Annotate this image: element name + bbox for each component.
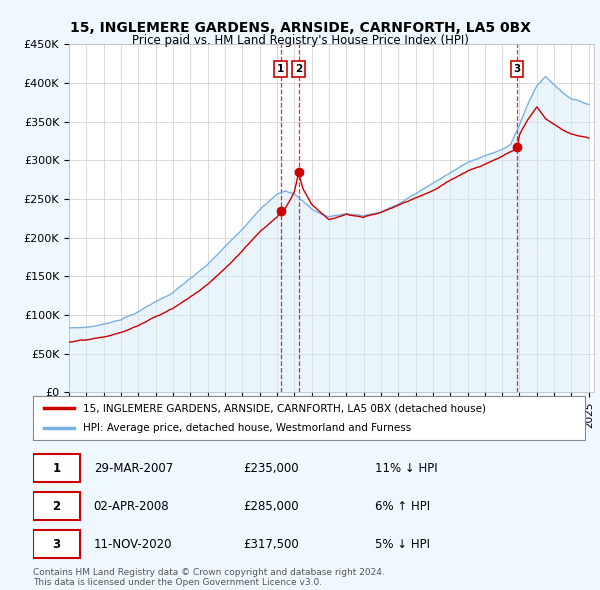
Text: 3: 3 [52, 538, 61, 551]
Text: 11% ↓ HPI: 11% ↓ HPI [375, 462, 438, 475]
FancyBboxPatch shape [33, 396, 585, 440]
Text: 02-APR-2008: 02-APR-2008 [94, 500, 169, 513]
Text: 6% ↑ HPI: 6% ↑ HPI [375, 500, 430, 513]
Text: 2: 2 [295, 64, 302, 74]
Text: 11-NOV-2020: 11-NOV-2020 [94, 538, 172, 551]
Text: £285,000: £285,000 [243, 500, 298, 513]
Text: 1: 1 [52, 462, 61, 475]
Text: 15, INGLEMERE GARDENS, ARNSIDE, CARNFORTH, LA5 0BX: 15, INGLEMERE GARDENS, ARNSIDE, CARNFORT… [70, 21, 530, 35]
Text: 3: 3 [514, 64, 521, 74]
Text: 15, INGLEMERE GARDENS, ARNSIDE, CARNFORTH, LA5 0BX (detached house): 15, INGLEMERE GARDENS, ARNSIDE, CARNFORT… [83, 403, 485, 413]
Text: Price paid vs. HM Land Registry's House Price Index (HPI): Price paid vs. HM Land Registry's House … [131, 34, 469, 47]
Text: 29-MAR-2007: 29-MAR-2007 [94, 462, 173, 475]
FancyBboxPatch shape [33, 493, 80, 520]
Text: 1: 1 [277, 64, 284, 74]
FancyBboxPatch shape [33, 454, 80, 482]
FancyBboxPatch shape [33, 530, 80, 558]
Text: Contains HM Land Registry data © Crown copyright and database right 2024.
This d: Contains HM Land Registry data © Crown c… [33, 568, 385, 587]
Text: HPI: Average price, detached house, Westmorland and Furness: HPI: Average price, detached house, West… [83, 423, 411, 433]
Text: £317,500: £317,500 [243, 538, 299, 551]
Text: 5% ↓ HPI: 5% ↓ HPI [375, 538, 430, 551]
Text: 2: 2 [52, 500, 61, 513]
Text: £235,000: £235,000 [243, 462, 298, 475]
